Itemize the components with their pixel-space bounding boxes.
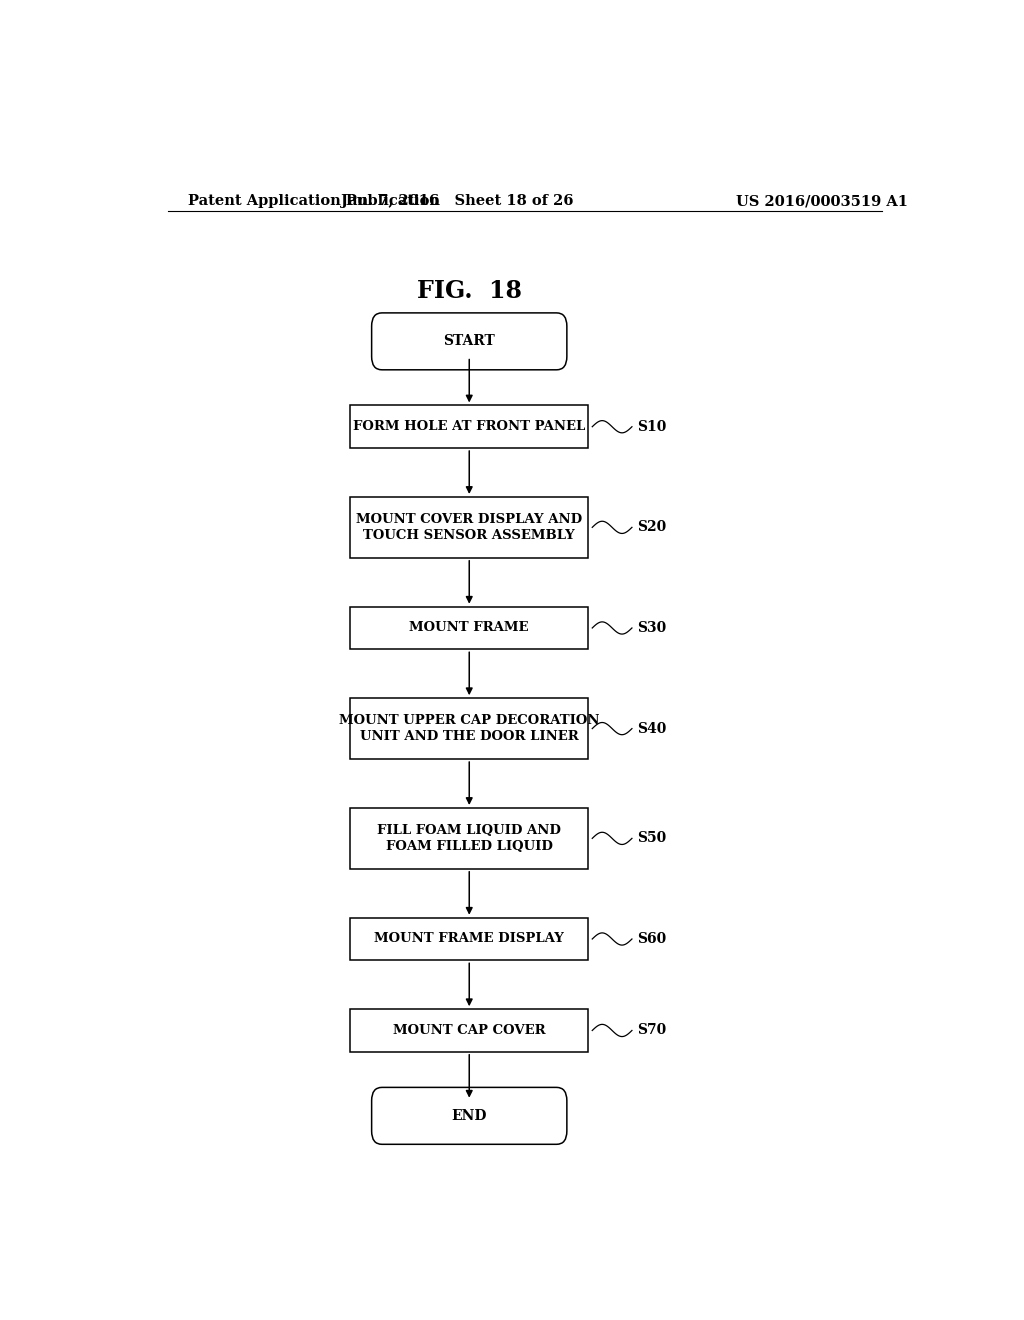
Text: MOUNT FRAME: MOUNT FRAME <box>410 622 529 635</box>
Text: FIG.  18: FIG. 18 <box>417 279 522 302</box>
Text: S10: S10 <box>638 420 667 434</box>
Text: MOUNT CAP COVER: MOUNT CAP COVER <box>393 1024 546 1038</box>
Text: S50: S50 <box>638 832 667 845</box>
FancyBboxPatch shape <box>350 917 588 961</box>
Text: S60: S60 <box>638 932 667 946</box>
Text: S20: S20 <box>638 520 667 535</box>
Text: MOUNT FRAME DISPLAY: MOUNT FRAME DISPLAY <box>375 932 564 945</box>
FancyBboxPatch shape <box>350 808 588 869</box>
Text: FORM HOLE AT FRONT PANEL: FORM HOLE AT FRONT PANEL <box>353 420 586 433</box>
FancyBboxPatch shape <box>350 1008 588 1052</box>
Text: S40: S40 <box>638 722 667 735</box>
FancyBboxPatch shape <box>350 698 588 759</box>
Text: S30: S30 <box>638 620 667 635</box>
FancyBboxPatch shape <box>350 405 588 447</box>
Text: MOUNT UPPER CAP DECORATION
UNIT AND THE DOOR LINER: MOUNT UPPER CAP DECORATION UNIT AND THE … <box>339 714 599 743</box>
Text: START: START <box>443 334 496 348</box>
Text: FILL FOAM LIQUID AND
FOAM FILLED LIQUID: FILL FOAM LIQUID AND FOAM FILLED LIQUID <box>377 824 561 853</box>
Text: END: END <box>452 1109 487 1123</box>
Text: US 2016/0003519 A1: US 2016/0003519 A1 <box>736 194 908 209</box>
Text: Jan. 7, 2016   Sheet 18 of 26: Jan. 7, 2016 Sheet 18 of 26 <box>341 194 573 209</box>
Text: Patent Application Publication: Patent Application Publication <box>187 194 439 209</box>
FancyBboxPatch shape <box>350 496 588 558</box>
FancyBboxPatch shape <box>350 607 588 649</box>
FancyBboxPatch shape <box>372 1088 567 1144</box>
FancyBboxPatch shape <box>372 313 567 370</box>
Text: S70: S70 <box>638 1023 667 1038</box>
Text: MOUNT COVER DISPLAY AND
TOUCH SENSOR ASSEMBLY: MOUNT COVER DISPLAY AND TOUCH SENSOR ASS… <box>356 513 583 541</box>
